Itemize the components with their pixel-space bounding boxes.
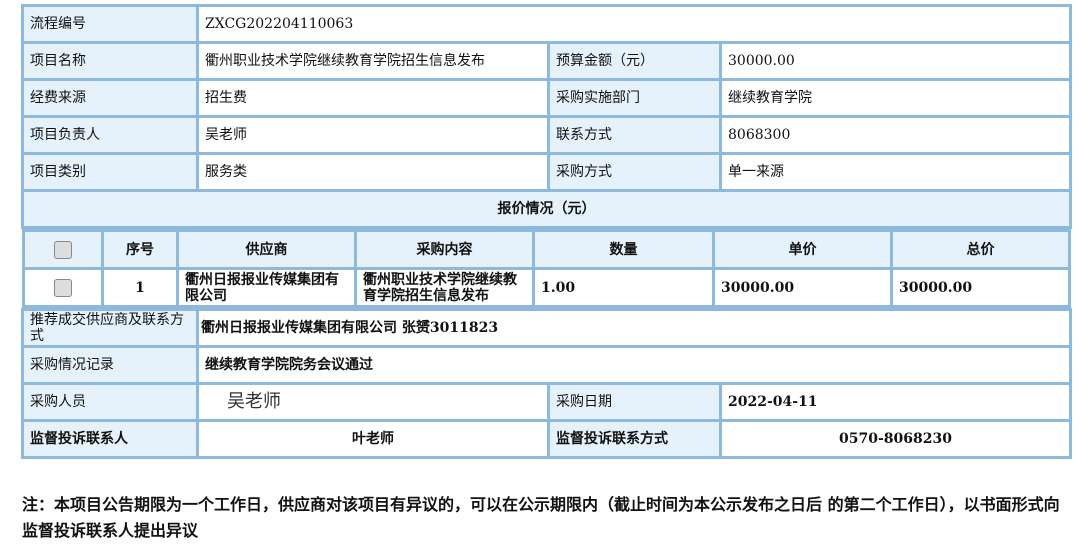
header-unit: 单价 bbox=[712, 229, 893, 270]
select-all-checkbox[interactable] bbox=[54, 240, 72, 259]
row-no: 1 bbox=[101, 267, 179, 308]
notice-text: 注：本项目公告期限为一个工作日，供应商对该项目有异议的，可以在公示期限内（截止时… bbox=[22, 495, 1060, 540]
category-label: 项目类别 bbox=[21, 152, 199, 192]
staff-signature: 吴老师 bbox=[196, 382, 550, 422]
row-total: 30000.00 bbox=[890, 267, 1071, 308]
supervisor-label: 监督投诉联系人 bbox=[21, 419, 199, 459]
date-label: 采购日期 bbox=[547, 382, 722, 422]
project-name-label: 项目名称 bbox=[21, 41, 199, 81]
contact: 8068300 bbox=[718, 115, 1073, 155]
quote-title: 报价情况（元） bbox=[20, 189, 1073, 229]
fund-source-label: 经费来源 bbox=[21, 78, 199, 118]
category: 服务类 bbox=[196, 152, 550, 192]
supervisor-contact: 0570-8068230 bbox=[719, 419, 1072, 459]
record: 继续教育学院院务会议通过 bbox=[196, 345, 1072, 385]
recommend: 衢州日报报业传媒集团有限公司 张赟3011823 bbox=[196, 308, 1072, 348]
recommend-label: 推荐成交供应商及联系方式 bbox=[21, 308, 199, 348]
row-unit: 30000.00 bbox=[712, 267, 893, 308]
header-no: 序号 bbox=[101, 229, 179, 270]
row-supplier: 衢州日报报业传媒集团有限公司 bbox=[176, 267, 357, 308]
method: 单一来源 bbox=[718, 152, 1073, 192]
date: 2022-04-11 bbox=[719, 382, 1072, 422]
budget: 30000.00 bbox=[718, 41, 1073, 81]
dept: 继续教育学院 bbox=[718, 78, 1073, 118]
record-label: 采购情况记录 bbox=[21, 345, 199, 385]
procurement-form: 流程编号 ZXCG202204110063 项目名称 衢州职业技术学院继续教育学院招… bbox=[20, 4, 1073, 459]
header-qty: 数量 bbox=[532, 229, 715, 270]
table-row: 1 衢州日报报业传媒集团有限公司 衢州职业技术学院继续教育学院招生信息发布 1.… bbox=[22, 267, 1071, 308]
row-qty: 1.00 bbox=[532, 267, 715, 308]
info-table: 流程编号 ZXCG202204110063 项目名称 衢州职业技术学院继续教育学院招… bbox=[20, 4, 1073, 229]
header-content: 采购内容 bbox=[354, 229, 535, 270]
supervisor: 叶老师 bbox=[196, 419, 550, 459]
manager-label: 项目负责人 bbox=[21, 115, 199, 155]
supervisor-contact-label: 监督投诉联系方式 bbox=[547, 419, 722, 459]
process-no: ZXCG202204110063 bbox=[195, 4, 1073, 44]
row-content: 衢州职业技术学院继续教育学院招生信息发布 bbox=[354, 267, 535, 308]
dept-label: 采购实施部门 bbox=[547, 78, 722, 118]
manager: 吴老师 bbox=[196, 115, 550, 155]
header-supplier: 供应商 bbox=[176, 229, 357, 270]
staff-label: 采购人员 bbox=[21, 382, 199, 422]
process-no-label: 流程编号 bbox=[21, 4, 199, 44]
contact-label: 联系方式 bbox=[547, 115, 722, 155]
fund-source: 招生费 bbox=[196, 78, 550, 118]
budget-label: 预算金额（元） bbox=[547, 41, 722, 81]
project-name: 衢州职业技术学院继续教育学院招生信息发布 bbox=[196, 41, 550, 81]
quote-table: 序号 供应商 采购内容 数量 单价 总价 1 衢州日报报业传媒集团有限公司 衢州… bbox=[22, 229, 1071, 308]
header-total: 总价 bbox=[890, 229, 1071, 270]
result-table: 推荐成交供应商及联系方式 衢州日报报业传媒集团有限公司 张赟3011823 采购情… bbox=[21, 308, 1072, 459]
row-checkbox[interactable] bbox=[54, 278, 72, 297]
method-label: 采购方式 bbox=[547, 152, 722, 192]
